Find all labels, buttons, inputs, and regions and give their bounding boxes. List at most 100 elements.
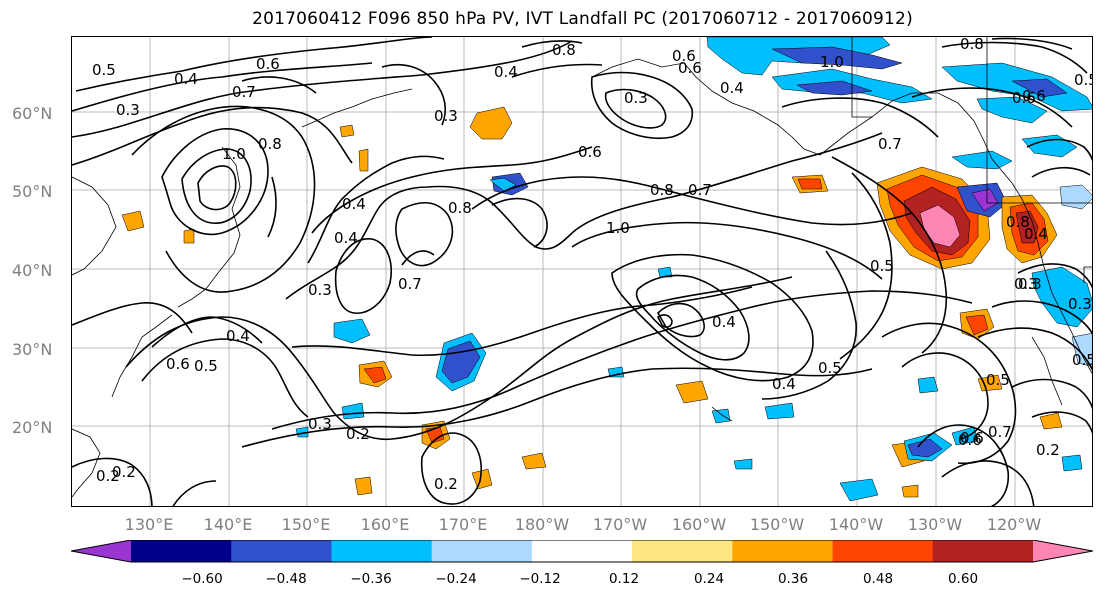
contour-label: 0.8 [552,41,576,59]
map-panel: 0.5 0.4 0.6 0.7 0.3 1.0 0.8 0.3 0.4 0.8 … [71,36,1093,507]
contour-label: 0.5 [92,61,116,79]
contour-label: 0.4 [334,229,358,247]
colorbar-bin [732,540,834,562]
contour-label: 1.0 [820,53,844,71]
colorbar-bin [431,540,533,562]
colorbar-tick: 0.48 [862,571,894,587]
contour-label: 0.3 [1018,275,1042,293]
lat-label-30n: 30°N [12,340,53,359]
lat-label-20n: 20°N [12,418,53,437]
lon-label-180w: 180°W [514,515,570,534]
contour-label: 0.8 [258,135,282,153]
contour-label: 0.3 [116,101,140,119]
contour-label: 0.6 [678,59,702,77]
colorbar-extend-min [71,540,131,562]
contour-label: 0.5 [870,257,894,275]
colorbar-tick: −0.12 [519,571,561,587]
lat-label-40n: 40°N [12,261,53,280]
contour-label: 0.3 [308,281,332,299]
contour-label: 0.6 [672,47,696,65]
lon-label-140w: 140°W [828,515,884,534]
region-boxes [987,202,1092,283]
colorbar-bin [531,540,633,562]
contour-label: 0.2 [112,463,136,481]
colorbar-tick: −0.24 [435,571,477,587]
contour-label: 0.6 [958,431,982,449]
map-title: 2017060412 F096 850 hPa PV, IVT Landfall… [252,9,913,29]
contour-label: 0.2 [96,467,120,485]
contour-label: 0.2 [434,475,458,493]
contour-label: 0.5 [818,359,842,377]
contour-label: 0.4 [174,70,198,88]
colorbar-tick: 0.24 [693,571,725,587]
colorbar-tick: 0.60 [947,571,979,587]
contour-label: 0.5 [1072,351,1093,369]
contour-label: 0.6 [1022,87,1046,105]
contour-label: 0.4 [712,313,736,331]
lon-label-150e: 150°E [281,515,331,534]
contour-label: 0.3 [308,415,332,433]
colorbar-bin [131,540,232,562]
contour-label: 0.5 [194,357,218,375]
contour-label: 0.8 [1006,213,1030,231]
contour-label: 0.6 [166,355,190,373]
contour-label: 0.5 [986,371,1010,389]
contour-label: 0.4 [494,63,518,81]
contour-label: 0.6 [256,55,280,73]
lon-label-120w: 120°W [986,515,1042,534]
contour-label: 1.0 [222,145,246,163]
lon-label-160w: 160°W [671,515,727,534]
colorbar-bin [632,540,733,562]
map-plot: 0.5 0.4 0.6 0.7 0.3 1.0 0.8 0.3 0.4 0.8 … [72,37,1093,506]
contour-label: 0.3 [1014,275,1038,293]
lat-label-50n: 50°N [12,182,53,201]
contour-labels: 0.5 0.4 0.6 0.7 0.3 1.0 0.8 0.3 0.4 0.8 … [92,37,1093,493]
contour-label: 0.8 [650,181,674,199]
contour-label: 0.4 [226,327,250,345]
coastlines [72,37,1092,498]
contour-label: 0.3 [624,89,648,107]
contour-label: 0.4 [720,79,744,97]
contour-label: 1.0 [606,219,630,237]
colorbar-tick: −0.60 [181,571,223,587]
colorbar-bin [331,540,433,562]
lon-label-170w: 170°W [592,515,648,534]
colorbar-bin [231,540,332,562]
lon-label-160e: 160°E [360,515,410,534]
contour-label: 0.7 [398,275,422,293]
lon-label-170e: 170°E [438,515,488,534]
pv-shading [121,37,1092,502]
lon-label-130e: 130°E [124,515,174,534]
colorbar-bin [832,540,934,562]
colorbar [71,540,1093,563]
colorbar-extend-max [1033,540,1093,562]
colorbar-bin [932,540,1034,562]
contour-label: 0.7 [988,423,1012,441]
contour-label: 0.3 [434,107,458,125]
contour-label: 0.6 [578,143,602,161]
colorbar-tick: −0.36 [350,571,392,587]
lon-label-130w: 130°W [907,515,963,534]
contour-label: 0.2 [1036,441,1060,459]
colorbar-tick: 0.12 [608,571,640,587]
contour-label: 0.2 [346,425,370,443]
pv-contours [72,37,1092,506]
colorbar-outline [71,540,1093,563]
colorbar-tick: −0.48 [265,571,307,587]
contour-label: 0.7 [688,181,712,199]
contour-label: 0.4 [342,195,366,213]
contour-label: 0.7 [878,135,902,153]
lat-label-60n: 60°N [12,104,53,123]
lon-label-150w: 150°W [749,515,805,534]
contour-label: 0.8 [960,37,984,53]
contour-label: 0.8 [448,199,472,217]
contour-label: 0.5 [1074,71,1093,89]
lon-label-140e: 140°E [203,515,253,534]
contour-label: 0.4 [772,375,796,393]
contour-label: 0.6 [1012,89,1036,107]
contour-label: 0.7 [232,83,256,101]
contour-label: 0.6 [960,429,984,447]
contour-label: 0.4 [1024,225,1048,243]
contour-label: 0.3 [1068,295,1092,313]
colorbar-tick: 0.36 [777,571,809,587]
